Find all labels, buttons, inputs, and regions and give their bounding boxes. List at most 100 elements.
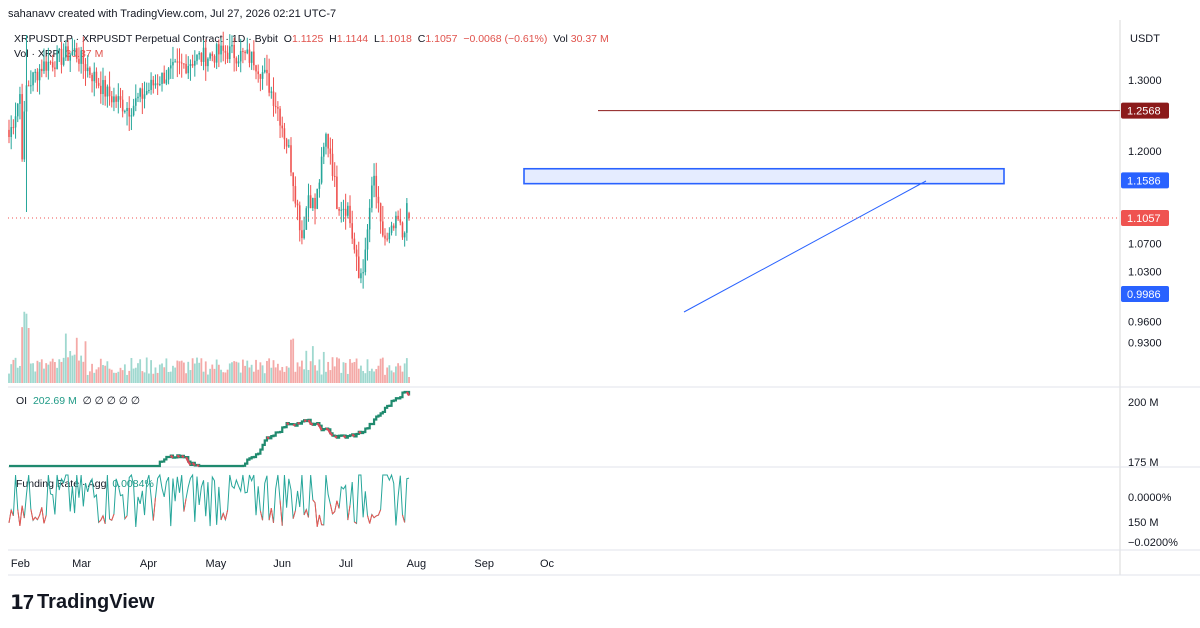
- price-label-badge: [1121, 209, 1169, 226]
- volume-bar: [388, 365, 391, 383]
- price-tick-label: 0.9300: [1128, 338, 1162, 350]
- volume-bar: [47, 364, 50, 383]
- candle-body: [71, 51, 74, 56]
- candle-body: [403, 232, 406, 238]
- volume-bar: [263, 373, 266, 383]
- volume-bar: [196, 357, 198, 383]
- volume-bar: [248, 367, 251, 383]
- candle-body: [408, 213, 410, 218]
- candle-body: [86, 67, 89, 72]
- candle-body: [45, 61, 47, 71]
- volume-bar: [285, 366, 288, 383]
- volume-bar: [338, 358, 340, 383]
- volume-bar: [373, 371, 375, 383]
- candle-body: [47, 61, 50, 71]
- close-value: 1.1057: [425, 33, 458, 45]
- brand-name: TradingView: [37, 591, 155, 613]
- candle-body: [89, 67, 91, 75]
- candle-body: [119, 96, 122, 100]
- high-value: 1.1144: [336, 33, 369, 45]
- volume-bar: [259, 362, 262, 383]
- oi-tick-label: 200 M: [1128, 397, 1159, 409]
- candle-body: [82, 50, 85, 65]
- funding-negative-segment: [111, 514, 115, 521]
- oi-decline-segment: [176, 454, 181, 458]
- candle-body: [397, 215, 399, 220]
- volume-bars: [8, 311, 410, 383]
- oi-decline-segment: [334, 435, 338, 439]
- volume-bar: [191, 358, 194, 383]
- candle-body: [277, 107, 279, 109]
- funding-negative-segment: [10, 509, 14, 516]
- oi-legend[interactable]: OI 202.69 M ∅ ∅ ∅ ∅ ∅: [16, 395, 140, 407]
- volume-bar: [211, 364, 214, 383]
- candle-body: [84, 64, 87, 72]
- candle-body: [242, 51, 244, 53]
- candle-body: [126, 107, 128, 112]
- funding-negative-segment: [39, 507, 43, 516]
- candle-body: [288, 145, 290, 147]
- symbol-legend[interactable]: XRPUSDT.P · XRPUSDT Perpetual Contract ·…: [14, 33, 609, 45]
- candle-body: [104, 80, 106, 97]
- candle-body: [51, 62, 54, 68]
- volume-bar: [148, 373, 150, 383]
- price-tick-label: 1.2000: [1128, 146, 1162, 158]
- funding-legend-label: Funding Rate · Agg: [16, 478, 107, 490]
- oi-decline-segment: [310, 422, 314, 426]
- funding-negative-segment: [316, 514, 320, 527]
- volume-bar: [257, 369, 260, 383]
- drawings[interactable]: [523, 110, 1120, 313]
- candle-body: [165, 79, 168, 84]
- volume-bar: [325, 371, 327, 383]
- candle-body: [235, 58, 238, 64]
- funding-negative-segment: [305, 509, 309, 518]
- volume-bar: [73, 354, 76, 383]
- candle-body: [117, 96, 120, 102]
- candle-body: [224, 50, 227, 53]
- volume-bar: [29, 363, 32, 383]
- candle-body: [331, 153, 334, 176]
- symbol-name: XRPUSDT.P · XRPUSDT Perpetual Contract ·…: [14, 33, 278, 45]
- volume-bar: [93, 372, 96, 383]
- candle-body: [12, 127, 15, 129]
- volume-bar: [333, 366, 336, 383]
- candle-body: [62, 57, 65, 65]
- oi-tick-label: 150 M: [1128, 517, 1159, 529]
- candle-body: [191, 64, 194, 66]
- candle-body: [163, 72, 166, 84]
- axes: USDT 1.3000 1.2000 1.0700 1.0300 0.9600 0.9300…: [8, 33, 1178, 570]
- oi-legend-label: OI: [16, 395, 28, 407]
- volume-bar: [185, 373, 187, 383]
- volume-bar: [180, 360, 183, 383]
- candle-body: [58, 48, 61, 51]
- candle-body: [290, 145, 292, 173]
- volume-bar: [250, 364, 253, 383]
- volume-bar: [327, 361, 330, 383]
- funding-negative-segment: [376, 514, 379, 517]
- candle-body: [303, 229, 305, 239]
- funding-negative-segment: [314, 502, 318, 527]
- volume-bar: [80, 355, 83, 383]
- volume-bar: [130, 357, 133, 383]
- currency-label: USDT: [1130, 33, 1160, 45]
- candle-body: [213, 56, 216, 63]
- candle-body: [384, 235, 386, 239]
- volume-bar: [45, 363, 48, 383]
- volume-bar: [235, 361, 238, 383]
- candle-body: [228, 46, 231, 60]
- candle-body: [338, 208, 340, 211]
- candle-body: [279, 108, 281, 126]
- high-label: H: [329, 33, 337, 45]
- candle-body: [211, 53, 214, 57]
- volume-bar: [357, 368, 360, 383]
- candle-body: [301, 230, 303, 239]
- funding-negative-segment: [373, 515, 377, 519]
- time-tick-label: May: [205, 558, 226, 570]
- candle-body: [296, 203, 299, 206]
- volume-bar: [14, 357, 17, 383]
- candle-body: [108, 86, 111, 97]
- resistance-zone: [523, 167, 1005, 185]
- volume-bar: [370, 368, 373, 383]
- funding-negative-segment: [334, 500, 338, 512]
